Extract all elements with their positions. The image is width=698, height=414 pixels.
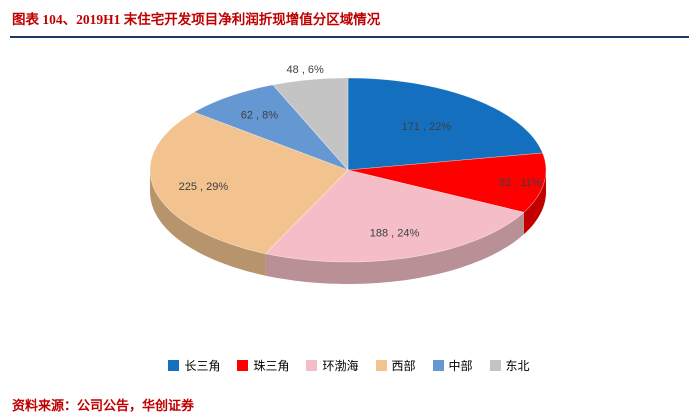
- chart-header: 图表 104、2019H1 末住宅开发项目净利润折现增值分区域情况: [10, 0, 689, 38]
- pie-data-label: 225 , 29%: [179, 181, 229, 193]
- legend-label: 环渤海: [322, 359, 359, 373]
- legend-item: 环渤海: [306, 357, 359, 374]
- legend-swatch: [306, 360, 318, 371]
- pie-slice: [347, 77, 544, 171]
- legend: 长三角 珠三角 环渤海 西部 中部 东北: [0, 357, 698, 374]
- pie-slice: [193, 84, 349, 171]
- legend-item: 长三角: [168, 357, 220, 374]
- pie-data-label: 48 , 6%: [287, 64, 325, 76]
- pie-slice: [272, 77, 349, 171]
- pie-slice: [347, 152, 547, 213]
- pie-slice: [149, 111, 349, 255]
- legend-item: 西部: [375, 357, 416, 374]
- pie-slice-side: [150, 170, 266, 276]
- pie-data-label: 82 , 11%: [499, 177, 542, 189]
- pie-data-label: 62 , 8%: [241, 110, 279, 122]
- legend-item: 中部: [432, 357, 473, 374]
- legend-label: 东北: [505, 359, 530, 373]
- legend-label: 长三角: [184, 359, 221, 373]
- chart-title: 图表 104、2019H1 末住宅开发项目净利润折现增值分区域情况: [12, 12, 381, 27]
- legend-item: 珠三角: [237, 357, 289, 374]
- legend-swatch: [432, 360, 444, 371]
- pie-data-label: 188 , 24%: [370, 228, 420, 240]
- pie-chart: 171 , 22% 82 , 11% 188 , 24% 225 , 29% 62 , …: [149, 64, 547, 284]
- legend-label: 西部: [391, 359, 416, 373]
- legend-swatch: [168, 360, 180, 371]
- legend-swatch: [375, 360, 387, 371]
- pie-slice-side: [523, 170, 546, 235]
- legend-swatch: [237, 360, 249, 371]
- pie-slice-side: [265, 212, 524, 284]
- legend-item: 东北: [489, 357, 530, 374]
- legend-label: 中部: [448, 359, 473, 373]
- pie-data-label: 171 , 22%: [402, 121, 452, 133]
- pie-slice: [264, 169, 525, 263]
- legend-label: 珠三角: [253, 359, 290, 373]
- legend-swatch: [489, 360, 501, 371]
